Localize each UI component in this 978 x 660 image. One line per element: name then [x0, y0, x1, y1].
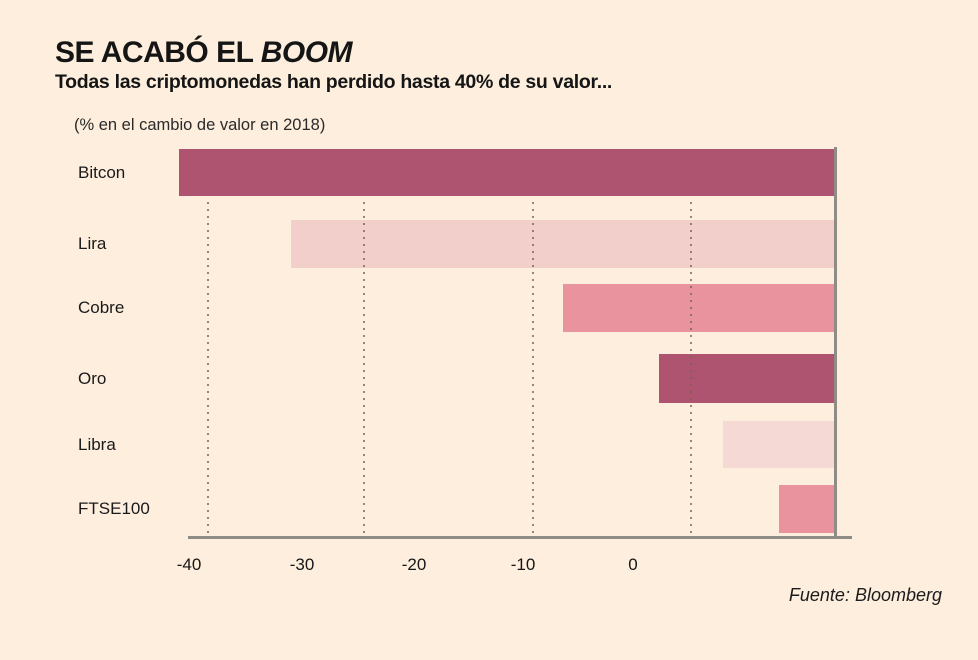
bar-label-libra: Libra [78, 434, 116, 454]
source-credit: Fuente: Bloomberg [788, 585, 942, 605]
x-tick-label: -10 [510, 555, 536, 574]
bar-ftse100 [779, 485, 835, 533]
bar-libra [723, 421, 835, 468]
bar-label-cobre: Cobre [78, 298, 125, 317]
bar-label-oro: Oro [78, 368, 107, 388]
gridline [532, 202, 534, 537]
bar-label-bitcon: Bitcon [78, 162, 126, 182]
x-tick-label: -20 [401, 555, 427, 574]
x-tick-label: 0 [628, 555, 638, 574]
subtitle: Todas las criptomonedas han perdido hast… [55, 71, 613, 93]
axis-unit-note: (% en el cambio de valor en 2018) [74, 116, 326, 134]
x-tick-label: -40 [176, 555, 202, 574]
bar-oro [659, 354, 835, 403]
x-tick-label: -30 [289, 555, 315, 574]
gridline [363, 202, 365, 537]
page-title-emphasis: BOOM [260, 36, 353, 69]
page-title: SE ACABÓ EL BOOM [55, 36, 353, 70]
gridline [690, 202, 692, 537]
bar-label-lira: Lira [78, 234, 107, 253]
bar-cobre [563, 284, 835, 332]
bar-lira [291, 220, 835, 268]
bar-bitcon [179, 149, 835, 196]
gridline [207, 202, 209, 537]
chart-right-border [834, 147, 837, 539]
bar-label-ftse100: FTSE100 [78, 499, 150, 518]
page-title-text: SE ACABÓ EL [55, 36, 261, 69]
x-axis-line [188, 536, 852, 539]
